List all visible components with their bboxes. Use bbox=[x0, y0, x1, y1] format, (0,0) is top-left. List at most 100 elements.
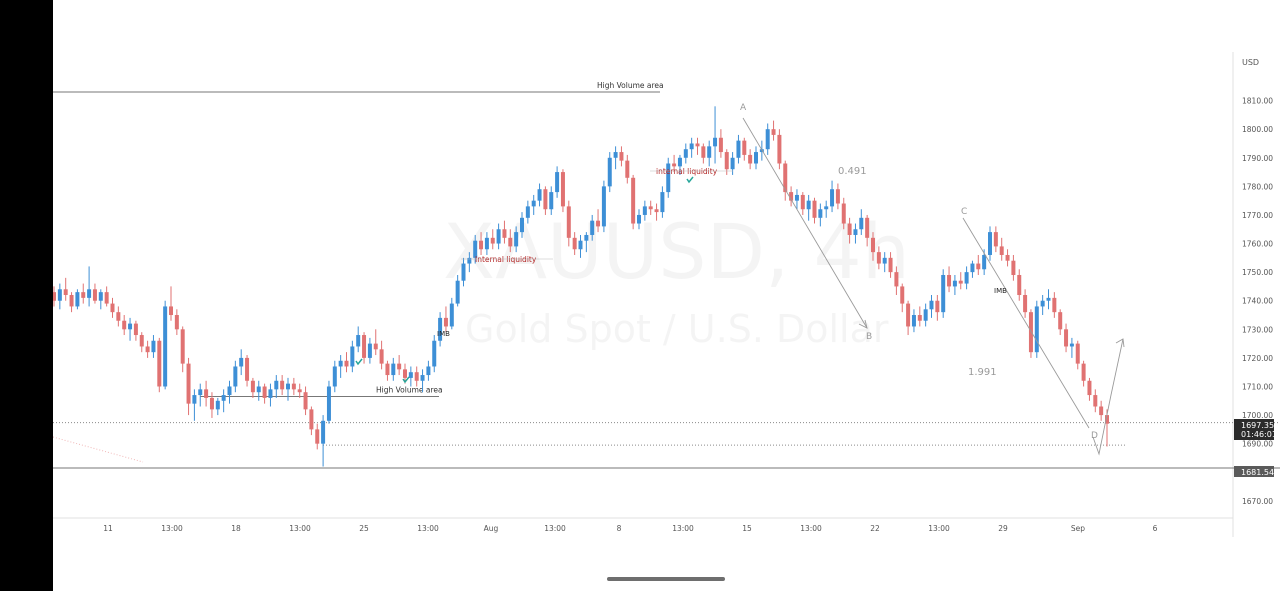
candle bbox=[356, 326, 361, 353]
candle-body bbox=[397, 363, 402, 370]
candle bbox=[876, 246, 881, 270]
candle bbox=[391, 357, 396, 381]
candle bbox=[414, 366, 419, 387]
price-tick-label: 1720.00 bbox=[1242, 354, 1273, 363]
time-tick-label: 13:00 bbox=[800, 524, 822, 533]
candle-body bbox=[537, 189, 542, 201]
candle bbox=[397, 355, 402, 376]
candle bbox=[584, 232, 589, 253]
candle-body bbox=[777, 134, 782, 164]
candle-body bbox=[888, 257, 893, 273]
time-tick-label: Aug bbox=[484, 524, 499, 533]
candle-body bbox=[666, 163, 671, 193]
candle-body bbox=[87, 289, 92, 298]
candle-body bbox=[625, 160, 630, 178]
candle-body bbox=[566, 206, 571, 238]
candle-body bbox=[683, 149, 688, 158]
candle bbox=[929, 295, 934, 318]
candle-body bbox=[75, 292, 80, 307]
candle-body bbox=[403, 369, 407, 378]
candle-body bbox=[917, 315, 922, 321]
candle-body bbox=[490, 237, 495, 244]
level-label: High Volume area bbox=[597, 81, 664, 90]
currency-label: USD bbox=[1242, 58, 1259, 67]
candle-body bbox=[192, 395, 197, 404]
device-bezel bbox=[0, 0, 53, 591]
candle-body bbox=[754, 152, 758, 164]
candle bbox=[455, 274, 460, 307]
candle-body bbox=[1093, 395, 1098, 407]
check-icon bbox=[355, 358, 363, 366]
time-tick-label: 22 bbox=[870, 524, 880, 533]
candle-body bbox=[841, 203, 846, 224]
candle-body bbox=[923, 309, 928, 321]
candle bbox=[508, 229, 513, 253]
current-price-tag bbox=[1234, 419, 1274, 440]
time-tick-label: 25 bbox=[359, 524, 369, 533]
time-scale[interactable]: 11 13:00 18 13:00 25 13:00 Aug 13:00 8 13:00 15 13:… bbox=[103, 524, 1157, 533]
candle bbox=[642, 200, 647, 221]
price-chart[interactable]: XAUUSD, 4h Gold Spot / U.S. Dollar High … bbox=[53, 0, 1280, 591]
candle-body bbox=[438, 317, 443, 341]
candle-body bbox=[976, 263, 981, 270]
candle-body bbox=[748, 154, 753, 164]
candle bbox=[262, 383, 267, 404]
candle bbox=[69, 292, 74, 313]
candle-body bbox=[830, 189, 835, 207]
candle-body bbox=[128, 323, 133, 330]
current-price-value: 1697.35 bbox=[1241, 421, 1274, 430]
candle bbox=[163, 300, 168, 390]
price-tick-label: 1670.00 bbox=[1242, 497, 1273, 506]
check-icon bbox=[402, 376, 410, 384]
candle-body bbox=[1028, 312, 1033, 353]
candle-body bbox=[338, 360, 343, 367]
candle-body bbox=[81, 292, 86, 298]
candle bbox=[888, 252, 893, 278]
candle-body bbox=[771, 129, 776, 135]
candle-body bbox=[1046, 297, 1051, 301]
candle-body bbox=[356, 335, 361, 347]
candle bbox=[479, 232, 484, 255]
time-tick-label: 13:00 bbox=[672, 524, 694, 533]
candle bbox=[777, 129, 782, 170]
pattern-leg bbox=[742, 117, 868, 329]
candle-body bbox=[619, 152, 624, 161]
price-tick-label: 1790.00 bbox=[1242, 154, 1273, 163]
candle-body bbox=[332, 366, 337, 387]
candle-body bbox=[414, 372, 419, 381]
price-tick-label: 1740.00 bbox=[1242, 297, 1273, 306]
candle-body bbox=[104, 292, 109, 304]
level-price-value: 1681.54 bbox=[1241, 468, 1274, 477]
candle bbox=[227, 380, 232, 404]
price-tick-label: 1800.00 bbox=[1242, 125, 1273, 134]
candle-body bbox=[461, 263, 466, 281]
candle bbox=[754, 146, 758, 170]
candle-body bbox=[157, 340, 162, 387]
candle-body bbox=[607, 157, 612, 187]
candle bbox=[941, 269, 946, 318]
candle bbox=[1093, 389, 1098, 413]
candle-body bbox=[379, 349, 384, 364]
candle bbox=[865, 214, 870, 247]
candle-body bbox=[988, 232, 992, 255]
candle bbox=[385, 360, 390, 381]
candle-body bbox=[344, 360, 349, 367]
candle-body bbox=[806, 200, 811, 210]
candle-body bbox=[742, 140, 747, 155]
candle bbox=[677, 154, 682, 175]
candle-body bbox=[911, 315, 916, 327]
candle-body bbox=[1052, 297, 1057, 313]
candle bbox=[350, 340, 355, 373]
candle bbox=[280, 375, 285, 396]
chart-frame[interactable]: XAUUSD, 4h Gold Spot / U.S. Dollar High … bbox=[53, 0, 1280, 591]
candle-body bbox=[560, 172, 565, 207]
candle bbox=[403, 363, 407, 384]
candle-body bbox=[209, 397, 214, 410]
candle-body bbox=[57, 289, 62, 301]
candle bbox=[496, 223, 501, 250]
candle bbox=[373, 329, 378, 356]
candle bbox=[631, 174, 636, 230]
candle bbox=[578, 234, 583, 258]
candle bbox=[806, 194, 811, 221]
candle-body bbox=[426, 366, 431, 376]
